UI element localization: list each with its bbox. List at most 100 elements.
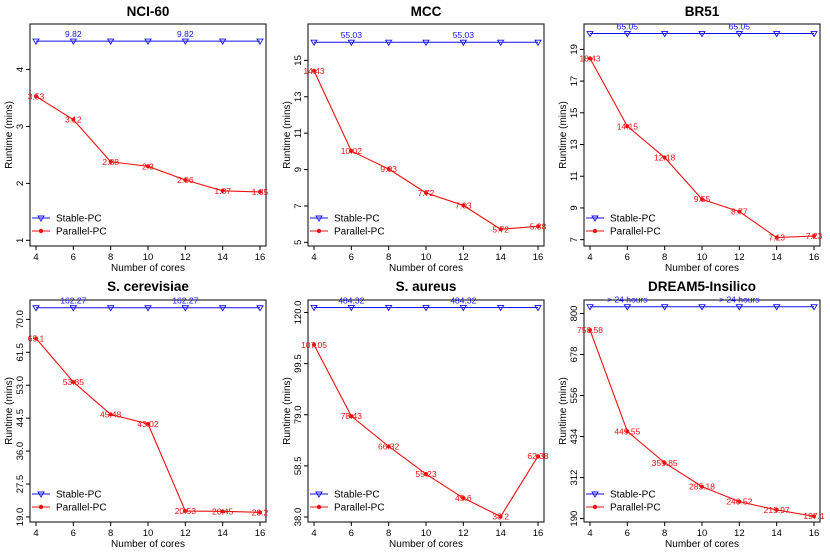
parallel-pc-label: 9.03 (380, 164, 397, 174)
parallel-pc-marker (625, 124, 630, 129)
x-tick-label: 16 (533, 252, 544, 263)
parallel-pc-label: 1.85 (252, 187, 269, 197)
parallel-pc-marker (461, 496, 466, 501)
legend-parallel-label: Parallel-PC (334, 227, 385, 238)
legend-parallel-marker (316, 228, 322, 234)
y-axis-label: Runtime (mins) (4, 101, 15, 169)
stable-pc-label: 484.32 (450, 295, 476, 305)
stable-pc-marker (772, 31, 781, 38)
legend-parallel-label: Parallel-PC (610, 503, 661, 514)
y-tick-label: 53.0 (15, 376, 26, 395)
stable-pc-marker (459, 305, 468, 312)
x-tick-label: 10 (143, 528, 154, 539)
chart-title: S. cerevisiae (107, 279, 189, 294)
parallel-pc-label: 20.53 (175, 506, 197, 516)
legend-stable-marker (591, 491, 599, 498)
parallel-pc-marker (71, 379, 76, 384)
stable-pc-marker (810, 31, 818, 38)
parallel-pc-label: 3.53 (28, 91, 45, 101)
parallel-pc-label: 38.2 (492, 512, 509, 522)
stable-pc-marker (772, 304, 781, 311)
parallel-pc-marker (461, 203, 466, 208)
legend-parallel-marker (316, 504, 322, 510)
parallel-pc-marker (183, 177, 188, 182)
legend-parallel-marker (592, 504, 598, 510)
y-axis-label: Runtime (mins) (4, 377, 15, 445)
stable-pc-label: 65.05 (729, 22, 751, 32)
parallel-pc-marker (774, 507, 779, 512)
stable-pc-marker (181, 305, 190, 312)
y-tick-label: 120.0 (293, 301, 304, 325)
parallel-pc-label: 66.32 (378, 441, 400, 451)
stable-pc-marker (623, 31, 632, 38)
parallel-pc-marker (812, 514, 816, 519)
stable-pc-marker (347, 305, 356, 312)
x-tick-label: 12 (734, 252, 745, 263)
parallel-pc-label: 55.23 (415, 469, 437, 479)
chart-title: NCI-60 (127, 4, 170, 19)
y-tick-label: 678 (569, 347, 580, 363)
parallel-pc-label: 3.12 (65, 115, 82, 125)
y-axis-label: Runtime (mins) (558, 377, 569, 445)
legend-stable-label: Stable-PC (610, 490, 656, 501)
parallel-pc-marker (312, 68, 316, 73)
parallel-pc-label: 2.3 (142, 161, 154, 171)
y-axis-label: Runtime (mins) (558, 101, 569, 169)
stable-pc-marker (698, 304, 706, 311)
x-tick-label: 4 (311, 528, 316, 539)
parallel-pc-label: 240.52 (726, 497, 752, 507)
x-tick-label: 14 (771, 252, 782, 263)
x-tick-label: 10 (421, 528, 432, 539)
x-tick-label: 12 (180, 528, 191, 539)
stable-pc-marker (810, 304, 818, 311)
y-tick-label: 3 (15, 124, 26, 129)
y-tick-label: 19 (569, 44, 580, 55)
stable-pc-marker (534, 305, 542, 312)
y-tick-label: 9 (569, 205, 580, 210)
parallel-pc-line (589, 58, 815, 239)
legend-stable-label: Stable-PC (56, 490, 102, 501)
x-axis-label: Number of cores (389, 263, 463, 274)
x-tick-label: 10 (697, 252, 708, 263)
panel-6: DREAM5-Insilico 4 6 8 10 12 14 16 Number of core… (558, 279, 825, 550)
stable-pc-marker (144, 305, 152, 312)
parallel-pc-marker (536, 454, 540, 459)
y-axis-label: Runtime (mins) (282, 101, 293, 169)
stable-pc-label: 65.05 (617, 22, 639, 32)
y-tick-label: 13 (569, 139, 580, 150)
stable-pc-marker (496, 39, 505, 47)
stable-pc-marker (623, 304, 632, 311)
parallel-pc-label: 9.55 (694, 194, 711, 204)
x-axis-label: Number of cores (665, 539, 739, 550)
stable-pc-marker (384, 305, 393, 312)
stable-pc-marker (106, 305, 115, 312)
stable-pc-label: 55.03 (341, 30, 363, 40)
parallel-pc-marker (662, 460, 667, 465)
parallel-pc-marker (220, 509, 225, 514)
y-tick-label: 434 (569, 429, 580, 445)
legend-parallel-label: Parallel-PC (56, 503, 107, 514)
parallel-pc-marker (498, 227, 503, 232)
y-tick-label: 312 (569, 470, 580, 486)
parallel-pc-marker (386, 444, 391, 449)
x-axis-label: Number of cores (389, 539, 463, 550)
stable-pc-marker (660, 304, 669, 311)
parallel-pc-label: 355.85 (652, 458, 678, 468)
parallel-pc-marker (220, 188, 225, 193)
stable-pc-marker (735, 304, 744, 311)
x-tick-label: 10 (697, 528, 708, 539)
x-tick-label: 6 (349, 252, 354, 263)
x-tick-label: 14 (495, 528, 506, 539)
x-tick-label: 6 (71, 528, 76, 539)
parallel-pc-label: 45.48 (100, 409, 122, 419)
x-tick-label: 12 (458, 252, 469, 263)
parallel-pc-marker (34, 336, 38, 341)
y-tick-label: 7 (569, 237, 580, 242)
parallel-pc-label: 18.43 (579, 53, 601, 63)
x-tick-label: 8 (662, 528, 667, 539)
stable-pc-marker (106, 38, 115, 45)
parallel-pc-label: 20.2 (252, 507, 269, 517)
legend-stable-label: Stable-PC (56, 214, 102, 225)
y-tick-label: 9 (293, 167, 304, 172)
stable-pc-label: > 24 hours (719, 295, 759, 305)
